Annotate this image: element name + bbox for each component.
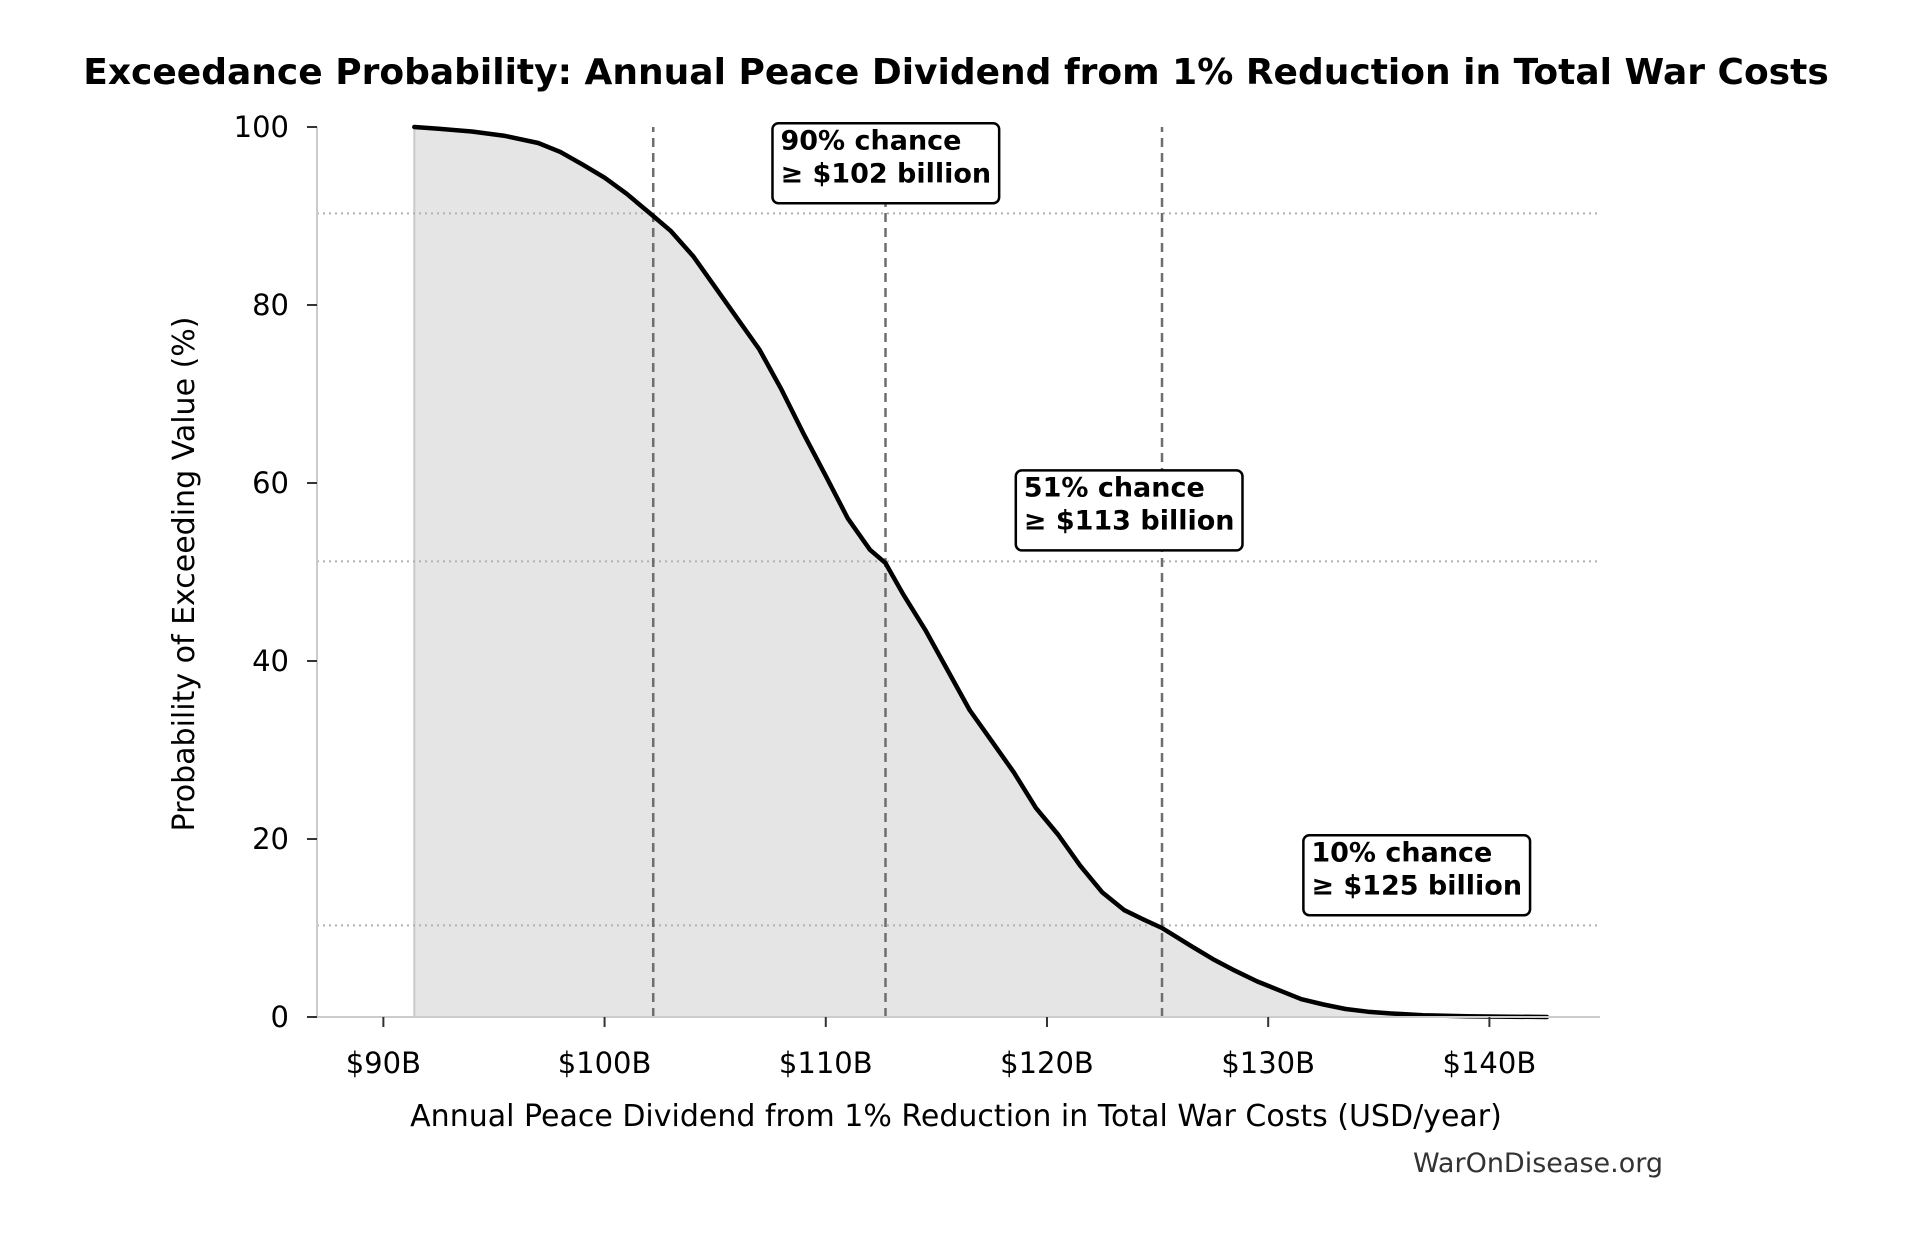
exceedance-curve-layer [412,124,1550,1020]
x-tick-label: $130B [1221,1046,1315,1080]
x-tick-label: $140B [1443,1046,1537,1080]
y-tick-label: 0 [271,1000,289,1034]
annotation-line-1: 51% chance [1024,472,1205,503]
y-tick-label: 80 [252,288,289,322]
source-label: WarOnDisease.org [1413,1148,1663,1179]
annotation-frame [771,122,1001,205]
x-tick-label: $100B [558,1046,652,1080]
annotation-box-3: 10% chance≥ $125 billion [1302,834,1532,917]
exceedance-curve [412,124,1550,1020]
annotation-frame [1014,469,1244,552]
y-tick-label: 60 [252,466,289,500]
annotation-line-2: ≥ $125 billion [1311,870,1522,901]
annotation-frame [1302,834,1532,917]
chart-title: Exceedance Probability: Annual Peace Div… [83,52,1829,93]
x-axis-label: Annual Peace Dividend from 1% Reduction … [410,1099,1502,1134]
exceedance-area [414,127,1547,1017]
y-axis-label: Probability of Exceeding Value (%) [167,317,202,832]
annotations: 90% chance≥ $102 billion 51% chance≥ $113… [771,122,1532,917]
annotation-line-1: 10% chance [1311,837,1492,868]
x-tick-label: $120B [1000,1046,1094,1080]
annotation-box-2: 51% chance≥ $113 billion [1014,469,1244,552]
y-tick-label: 40 [252,644,289,678]
x-tick-label: $110B [779,1046,873,1080]
annotation-line-2: ≥ $102 billion [780,158,991,189]
axes: 0 20 40 60 80 100 $90B $100B $110B $120B $130B $140… [234,110,1600,1080]
annotation-box-1: 90% chance≥ $102 billion [771,122,1001,205]
annotation-line-2: ≥ $113 billion [1024,505,1235,536]
annotation-line-1: 90% chance [780,125,961,156]
y-tick-label: 100 [234,110,289,144]
reference-lines [317,127,1600,1017]
x-tick-label: $90B [346,1046,421,1080]
plot-area [413,127,1547,1017]
y-tick-label: 20 [252,822,289,856]
